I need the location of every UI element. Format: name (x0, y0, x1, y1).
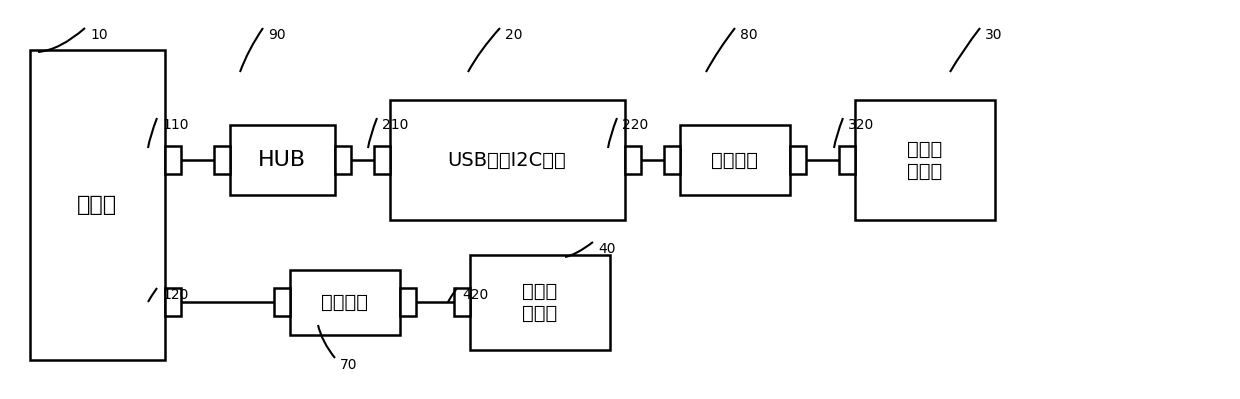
Text: 第一电阻: 第一电阻 (321, 292, 368, 312)
Text: 10: 10 (91, 28, 108, 42)
Bar (165, 146, 181, 174)
Text: 第二电阻: 第二电阻 (712, 150, 759, 170)
Text: 主器件: 主器件 (77, 195, 117, 215)
Text: 第一外
围器件: 第一外 围器件 (522, 282, 558, 322)
Bar (401, 288, 415, 316)
Bar (215, 146, 229, 174)
Text: 30: 30 (985, 28, 1002, 42)
Bar (290, 270, 401, 335)
Text: 420: 420 (463, 288, 489, 302)
Bar (470, 255, 610, 350)
Text: HUB: HUB (258, 150, 306, 170)
Bar (391, 100, 625, 220)
Text: 80: 80 (740, 28, 758, 42)
Text: 120: 120 (162, 288, 188, 302)
Bar (680, 125, 790, 195)
Text: 210: 210 (382, 118, 408, 132)
Text: 220: 220 (622, 118, 649, 132)
Bar (274, 288, 290, 316)
Bar (625, 146, 641, 174)
Text: 20: 20 (505, 28, 522, 42)
Text: 40: 40 (598, 242, 615, 256)
Bar (335, 146, 351, 174)
Bar (663, 146, 680, 174)
Text: 90: 90 (268, 28, 285, 42)
Bar (30, 50, 165, 360)
Bar (856, 100, 994, 220)
Text: 320: 320 (848, 118, 874, 132)
Text: 110: 110 (162, 118, 188, 132)
Bar (839, 146, 856, 174)
Bar (374, 146, 391, 174)
Bar (165, 288, 181, 316)
Text: USB转换I2C芯片: USB转换I2C芯片 (448, 150, 567, 170)
Text: 第二外
围器件: 第二外 围器件 (908, 140, 942, 180)
Bar (790, 146, 806, 174)
Bar (229, 125, 335, 195)
Bar (454, 288, 470, 316)
Text: 70: 70 (340, 358, 357, 372)
